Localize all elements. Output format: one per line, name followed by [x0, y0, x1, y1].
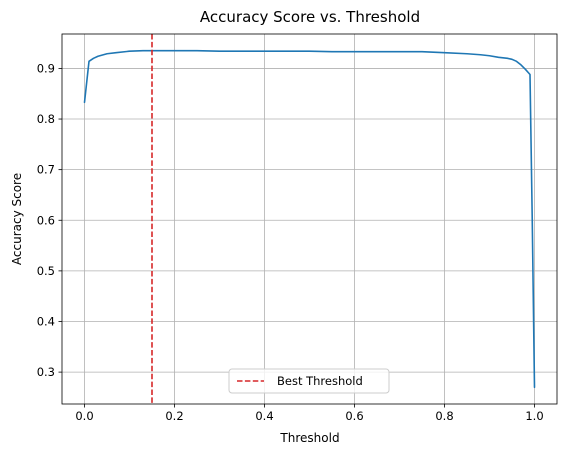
x-axis-ticks: 0.0 0.2 0.4 0.6 0.8 1.0	[75, 404, 544, 423]
plot-area-frame	[61, 33, 558, 405]
x-tick-label: 0.2	[165, 409, 183, 423]
y-tick-label: 0.7	[37, 163, 55, 177]
x-tick-label: 1.0	[525, 409, 543, 423]
legend-box	[228, 368, 390, 394]
x-tick-label: 0.0	[75, 409, 93, 423]
data-layer	[83, 34, 536, 404]
y-axis-label: Accuracy Score	[10, 173, 24, 265]
chart-title: Accuracy Score vs. Threshold	[200, 8, 420, 26]
x-tick-label: 0.6	[345, 409, 363, 423]
y-tick-label: 0.3	[37, 365, 55, 379]
y-axis-ticks: 0.3 0.4 0.5 0.6 0.7 0.8 0.9	[37, 61, 62, 379]
legend: Best Threshold	[228, 368, 390, 394]
x-tick-label: 0.8	[435, 409, 453, 423]
y-tick-label: 0.5	[37, 264, 55, 278]
x-axis-label: Threshold	[279, 431, 339, 445]
y-tick-label: 0.4	[37, 314, 55, 328]
y-tick-label: 0.9	[37, 61, 55, 75]
x-tick-label: 0.4	[255, 409, 273, 423]
y-tick-label: 0.8	[37, 112, 55, 126]
grid-lines	[62, 34, 557, 404]
legend-label-best-threshold: Best Threshold	[277, 374, 363, 388]
accuracy-series-line	[83, 49, 536, 389]
y-tick-label: 0.6	[37, 213, 55, 227]
